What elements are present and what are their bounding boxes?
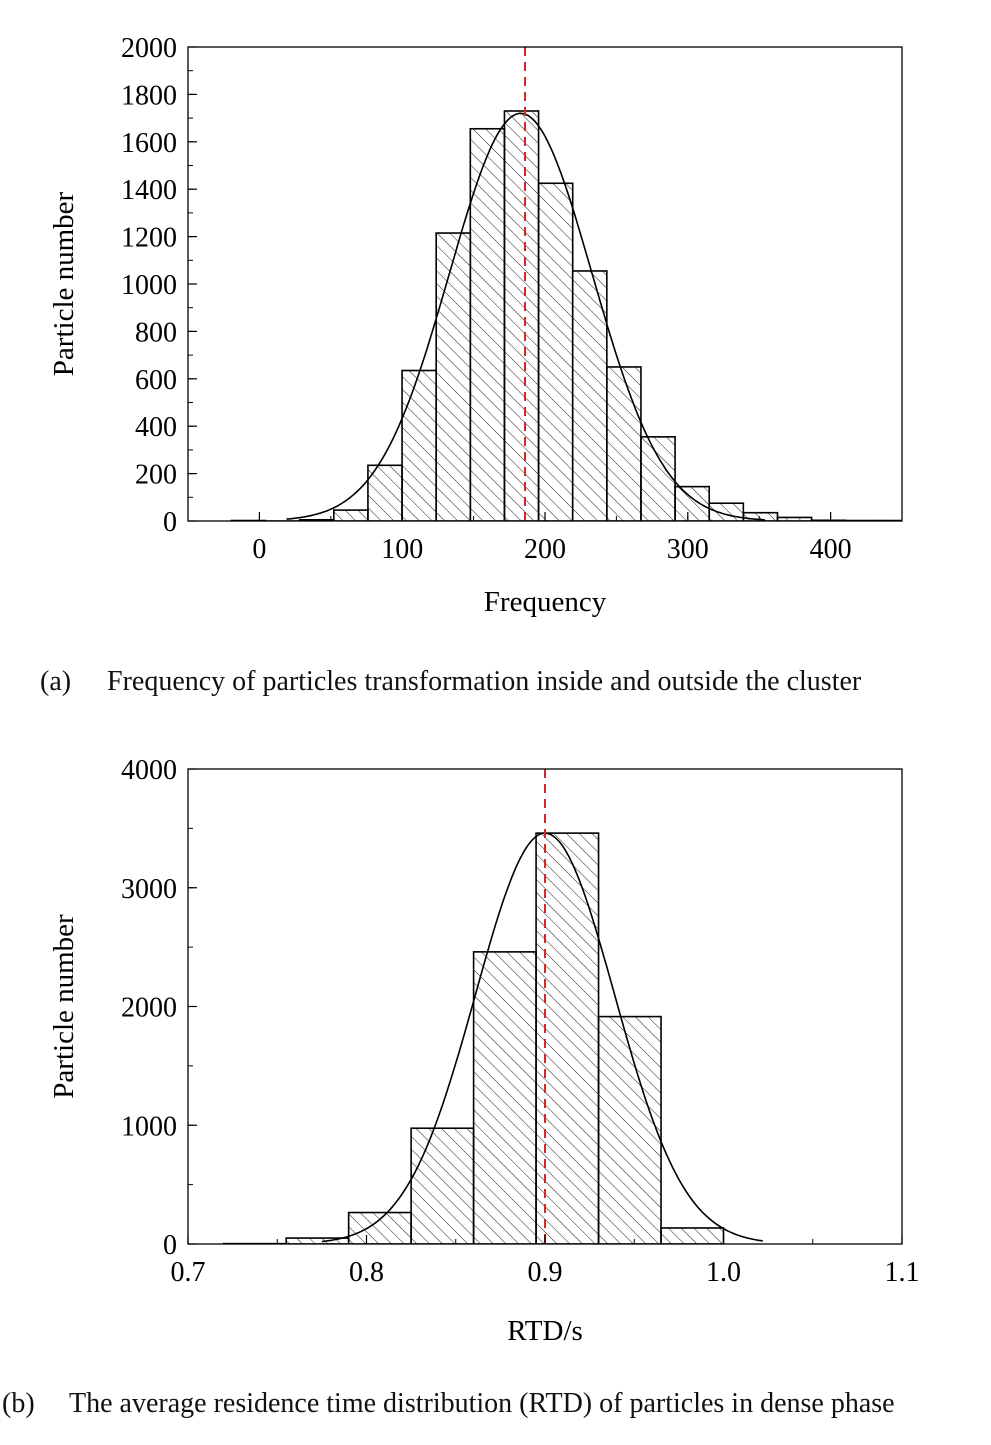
histogram-bar	[640, 436, 676, 521]
normal-fit-curve	[321, 832, 763, 1243]
histogram-bar	[708, 502, 745, 521]
y-axis-label: Particle number	[48, 914, 80, 1099]
y-tick-label: 2000	[121, 993, 177, 1024]
x-tick-label: 0.7	[171, 1257, 206, 1288]
caption-b: (b) The average residence time distributi…	[2, 1388, 895, 1420]
plot-area	[222, 769, 763, 1244]
y-tick-label: 2000	[121, 33, 177, 64]
x-tick-label: 200	[524, 534, 566, 565]
y-tick-label: 4000	[121, 755, 177, 786]
histogram-bar	[410, 1127, 475, 1244]
y-tick-label: 600	[135, 365, 177, 396]
histogram-bar	[332, 509, 369, 521]
y-tick-label: 1600	[121, 128, 177, 159]
y-axis-label: Particle number	[48, 191, 80, 376]
plot-area	[230, 47, 902, 521]
y-tick-label: 1400	[121, 175, 177, 206]
x-tick-label: 400	[810, 534, 852, 565]
x-tick-label: 0.9	[528, 1257, 563, 1288]
x-tick-label: 100	[381, 534, 423, 565]
x-tick-label: 1.0	[706, 1257, 741, 1288]
chart-a: 0 100 200 300 400 0 200 400 600 800 1000 1200 1400 16…	[48, 33, 903, 618]
x-tick-label: 0	[252, 534, 266, 565]
x-axis-label: RTD/s	[507, 1315, 583, 1347]
histogram-bar	[472, 951, 537, 1244]
caption-a-label: (a)	[40, 666, 72, 697]
x-tick-label: 1.1	[885, 1257, 920, 1288]
caption-a: (a) Frequency of particles transformation…	[40, 666, 861, 698]
histogram-bar	[347, 1211, 412, 1244]
histogram-bar	[535, 832, 600, 1244]
histogram-bar	[537, 182, 574, 521]
histogram-bar	[401, 369, 437, 521]
histogram-bar	[776, 516, 813, 521]
y-tick-label: 400	[135, 412, 177, 443]
caption-b-text: The average residence time distribution …	[69, 1388, 895, 1419]
y-tick-label: 1200	[121, 223, 177, 254]
y-tick-label: 1800	[121, 80, 177, 111]
y-tick-label: 3000	[121, 874, 177, 905]
y-tick-label: 800	[135, 317, 177, 348]
caption-b-label: (b)	[2, 1388, 35, 1419]
histogram-bar	[606, 366, 642, 521]
caption-a-text: Frequency of particles transformation in…	[107, 666, 862, 697]
histogram-bar	[674, 485, 711, 521]
y-tick-label: 1000	[121, 270, 177, 301]
x-tick-label: 0.8	[349, 1257, 384, 1288]
y-tick-label: 200	[135, 460, 177, 491]
histogram-bar	[503, 110, 540, 521]
histogram-bar	[435, 232, 472, 521]
x-axis-label: Frequency	[484, 586, 607, 618]
x-tick-label: 300	[667, 534, 709, 565]
histogram-bar	[571, 270, 608, 521]
histogram-bar	[597, 1015, 662, 1244]
y-tick-label: 0	[163, 507, 177, 538]
chart-b: 0.7 0.8 0.9 1.0 1.1 0 1000 2000 3000 4000 RTD/s Par…	[48, 755, 920, 1347]
histogram-bar	[660, 1227, 725, 1244]
y-tick-label: 1000	[121, 1111, 177, 1142]
y-tick-label: 0	[163, 1230, 177, 1261]
